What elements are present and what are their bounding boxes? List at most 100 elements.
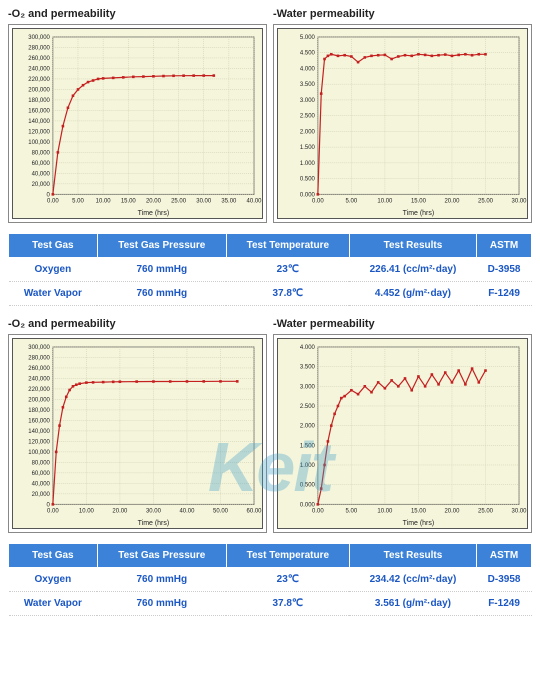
svg-text:Time (hrs): Time (hrs) — [403, 520, 434, 527]
svg-text:240,000: 240,000 — [28, 66, 50, 72]
svg-text:40.00: 40.00 — [247, 198, 262, 204]
svg-text:140,000: 140,000 — [28, 429, 50, 435]
svg-text:260,000: 260,000 — [28, 366, 50, 372]
svg-text:100,000: 100,000 — [28, 140, 50, 146]
svg-text:5.00: 5.00 — [346, 509, 358, 515]
plot-area: 0.0000.5001.0001.5002.0002.5003.0003.500… — [277, 338, 528, 529]
chart-frame: 020,00040,00060,00080,000100,000120,0001… — [8, 334, 267, 533]
chart-block-0: -O₂ and permeability020,00040,00060,0008… — [8, 8, 267, 223]
svg-text:180,000: 180,000 — [28, 98, 50, 104]
svg-text:80,000: 80,000 — [32, 461, 51, 467]
svg-text:10.00: 10.00 — [377, 509, 393, 515]
table-header: Test Gas — [9, 234, 98, 258]
svg-text:20.00: 20.00 — [112, 509, 128, 515]
chart-block-0: -O₂ and permeability020,00040,00060,0008… — [8, 318, 267, 533]
svg-text:60,000: 60,000 — [32, 161, 51, 167]
chart-row: -O₂ and permeability020,00040,00060,0008… — [8, 8, 532, 223]
svg-text:4.500: 4.500 — [300, 51, 316, 57]
section-0: -O₂ and permeability020,00040,00060,0008… — [8, 8, 532, 306]
svg-text:25.00: 25.00 — [478, 509, 494, 515]
svg-text:240,000: 240,000 — [28, 377, 50, 383]
svg-text:0.00: 0.00 — [47, 509, 59, 515]
table-header: Test Gas — [9, 544, 98, 568]
svg-text:2.000: 2.000 — [300, 129, 316, 135]
table-cell: D-3958 — [477, 568, 532, 592]
table-cell: 23℃ — [226, 568, 349, 592]
table-cell: Water Vapor — [9, 592, 98, 616]
table-cell: 760 mmHg — [97, 282, 226, 306]
svg-text:140,000: 140,000 — [28, 119, 50, 125]
svg-text:Time (hrs): Time (hrs) — [138, 520, 169, 527]
plot-area: 020,00040,00060,00080,000100,000120,0001… — [12, 28, 263, 219]
svg-text:10.00: 10.00 — [377, 198, 393, 204]
chart-title: -O₂ and permeability — [8, 8, 267, 20]
svg-text:15.00: 15.00 — [411, 509, 427, 515]
svg-text:300,000: 300,000 — [28, 35, 50, 41]
svg-text:3.000: 3.000 — [300, 98, 316, 104]
svg-text:3.000: 3.000 — [300, 385, 316, 391]
svg-text:180,000: 180,000 — [28, 408, 50, 414]
chart-frame: 0.0000.5001.0001.5002.0002.5003.0003.500… — [273, 24, 532, 223]
table-cell: 760 mmHg — [97, 592, 226, 616]
svg-text:3.500: 3.500 — [300, 365, 316, 371]
svg-text:30.00: 30.00 — [512, 198, 527, 204]
svg-text:20,000: 20,000 — [32, 492, 51, 498]
chart-frame: 020,00040,00060,00080,000100,000120,0001… — [8, 24, 267, 223]
table-cell: F-1249 — [477, 282, 532, 306]
svg-text:5.00: 5.00 — [346, 198, 358, 204]
svg-text:5.00: 5.00 — [72, 198, 84, 204]
svg-text:35.00: 35.00 — [221, 198, 237, 204]
table-header: Test Results — [349, 544, 476, 568]
svg-text:160,000: 160,000 — [28, 108, 50, 114]
svg-text:5.000: 5.000 — [300, 35, 316, 41]
table-row: Oxygen760 mmHg23℃226.41 (cc/m²·day)D-395… — [9, 258, 532, 282]
svg-text:20.00: 20.00 — [146, 198, 162, 204]
table-header: ASTM — [477, 544, 532, 568]
table-cell: 37.8℃ — [226, 282, 349, 306]
svg-text:60.00: 60.00 — [247, 509, 262, 515]
svg-text:10.00: 10.00 — [79, 509, 95, 515]
svg-text:30.00: 30.00 — [146, 509, 162, 515]
svg-text:200,000: 200,000 — [28, 398, 50, 404]
svg-text:Time (hrs): Time (hrs) — [403, 210, 434, 217]
svg-text:0.500: 0.500 — [300, 483, 316, 489]
table-header: Test Gas Pressure — [97, 544, 226, 568]
svg-text:40,000: 40,000 — [32, 482, 51, 488]
svg-text:0.00: 0.00 — [312, 198, 324, 204]
svg-text:1.500: 1.500 — [300, 444, 316, 450]
svg-text:280,000: 280,000 — [28, 45, 50, 51]
chart-title: -O₂ and permeability — [8, 318, 267, 330]
svg-text:80,000: 80,000 — [32, 150, 51, 156]
table-row: Water Vapor760 mmHg37.8℃3.561 (g/m²·day)… — [9, 592, 532, 616]
chart-title: -Water permeability — [273, 318, 532, 330]
table-row: Water Vapor760 mmHg37.8℃4.452 (g/m²·day)… — [9, 282, 532, 306]
table-cell: Water Vapor — [9, 282, 98, 306]
svg-text:200,000: 200,000 — [28, 87, 50, 93]
table-cell: Oxygen — [9, 258, 98, 282]
plot-area: 0.0000.5001.0001.5002.0002.5003.0003.500… — [277, 28, 528, 219]
svg-text:25.00: 25.00 — [478, 198, 494, 204]
results-table: Test GasTest Gas PressureTest Temperatur… — [8, 543, 532, 616]
table-cell: 226.41 (cc/m²·day) — [349, 258, 476, 282]
svg-text:3.500: 3.500 — [300, 82, 316, 88]
table-cell: 234.42 (cc/m²·day) — [349, 568, 476, 592]
table-row: Oxygen760 mmHg23℃234.42 (cc/m²·day)D-395… — [9, 568, 532, 592]
svg-text:2.500: 2.500 — [300, 404, 316, 410]
svg-text:20.00: 20.00 — [444, 509, 460, 515]
svg-text:15.00: 15.00 — [411, 198, 427, 204]
svg-text:4.000: 4.000 — [300, 345, 316, 351]
table-header: ASTM — [477, 234, 532, 258]
table-cell: Oxygen — [9, 568, 98, 592]
svg-text:30.00: 30.00 — [196, 198, 212, 204]
svg-text:0.500: 0.500 — [300, 177, 316, 183]
table-cell: 4.452 (g/m²·day) — [349, 282, 476, 306]
table-header: Test Temperature — [226, 234, 349, 258]
svg-text:220,000: 220,000 — [28, 387, 50, 393]
table-cell: 23℃ — [226, 258, 349, 282]
svg-text:160,000: 160,000 — [28, 419, 50, 425]
svg-text:40.00: 40.00 — [179, 509, 195, 515]
table-cell: F-1249 — [477, 592, 532, 616]
chart-row: -O₂ and permeability020,00040,00060,0008… — [8, 318, 532, 533]
svg-text:120,000: 120,000 — [28, 129, 50, 135]
svg-text:300,000: 300,000 — [28, 345, 50, 351]
